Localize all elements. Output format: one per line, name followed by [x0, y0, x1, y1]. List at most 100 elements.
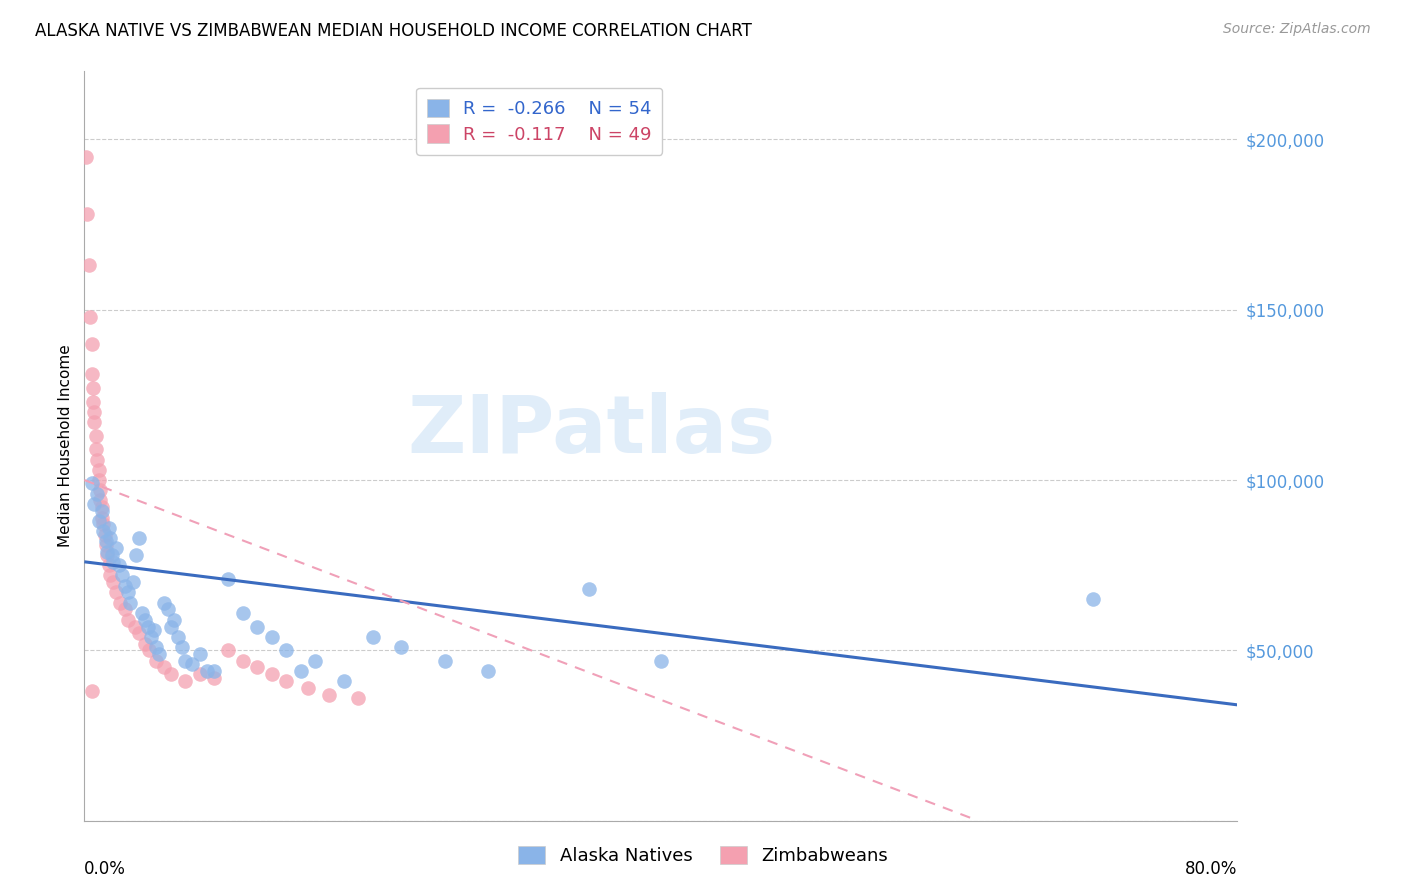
Point	[142, 623, 165, 637]
Point	[84, 442, 107, 457]
Point	[75, 149, 97, 163]
Point	[195, 664, 218, 678]
Point	[96, 544, 118, 558]
Point	[80, 684, 103, 698]
Point	[131, 606, 153, 620]
Text: ZIPatlas: ZIPatlas	[408, 392, 776, 470]
Point	[98, 568, 121, 582]
Point	[114, 602, 136, 616]
Point	[188, 647, 211, 661]
Point	[134, 636, 156, 650]
Point	[117, 585, 139, 599]
Point	[89, 493, 111, 508]
Point	[97, 521, 120, 535]
Point	[202, 664, 225, 678]
Point	[87, 514, 110, 528]
Point	[391, 640, 413, 654]
Point	[76, 207, 98, 221]
Text: 0.0%: 0.0%	[84, 860, 127, 878]
Point	[128, 531, 150, 545]
Point	[138, 643, 160, 657]
Point	[333, 673, 356, 688]
Point	[96, 548, 118, 562]
Point	[232, 606, 254, 620]
Point	[87, 463, 110, 477]
Point	[80, 336, 103, 351]
Legend: Alaska Natives, Zimbabweans: Alaska Natives, Zimbabweans	[509, 837, 897, 874]
Point	[163, 613, 186, 627]
Point	[91, 517, 114, 532]
Point	[1083, 592, 1105, 607]
Point	[347, 691, 370, 706]
Text: ALASKA NATIVE VS ZIMBABWEAN MEDIAN HOUSEHOLD INCOME CORRELATION CHART: ALASKA NATIVE VS ZIMBABWEAN MEDIAN HOUSE…	[35, 22, 752, 40]
Point	[117, 613, 139, 627]
Point	[167, 630, 190, 644]
Point	[218, 643, 240, 657]
Point	[145, 640, 167, 654]
Point	[90, 510, 112, 524]
Point	[80, 368, 103, 382]
Text: Source: ZipAtlas.com: Source: ZipAtlas.com	[1223, 22, 1371, 37]
Point	[83, 497, 105, 511]
Point	[87, 473, 110, 487]
Point	[111, 568, 134, 582]
Point	[105, 585, 128, 599]
Point	[290, 664, 312, 678]
Point	[160, 619, 183, 633]
Point	[124, 619, 146, 633]
Point	[318, 688, 340, 702]
Point	[100, 548, 122, 562]
Point	[160, 667, 183, 681]
Point	[260, 667, 283, 681]
Point	[276, 673, 298, 688]
Point	[98, 531, 121, 545]
Point	[477, 664, 499, 678]
Point	[91, 524, 114, 538]
Point	[122, 575, 145, 590]
Point	[82, 394, 104, 409]
Point	[172, 640, 194, 654]
Point	[188, 667, 211, 681]
Point	[114, 579, 136, 593]
Point	[84, 429, 107, 443]
Point	[97, 558, 120, 573]
Point	[202, 671, 225, 685]
Point	[125, 548, 148, 562]
Point	[94, 538, 117, 552]
Point	[232, 654, 254, 668]
Point	[83, 415, 105, 429]
Point	[90, 500, 112, 515]
Point	[103, 555, 124, 569]
Point	[139, 630, 162, 644]
Point	[86, 486, 108, 500]
Point	[650, 654, 672, 668]
Point	[136, 619, 159, 633]
Point	[108, 558, 131, 573]
Point	[152, 596, 174, 610]
Point	[174, 673, 197, 688]
Point	[246, 619, 269, 633]
Point	[103, 575, 124, 590]
Point	[82, 381, 104, 395]
Point	[86, 452, 108, 467]
Y-axis label: Median Household Income: Median Household Income	[58, 344, 73, 548]
Point	[134, 613, 156, 627]
Point	[433, 654, 456, 668]
Point	[246, 660, 269, 674]
Point	[174, 654, 197, 668]
Point	[80, 476, 103, 491]
Point	[304, 654, 326, 668]
Point	[297, 681, 319, 695]
Point	[145, 654, 167, 668]
Point	[90, 504, 112, 518]
Point	[93, 527, 115, 541]
Point	[77, 259, 100, 273]
Point	[105, 541, 128, 556]
Point	[260, 630, 283, 644]
Point	[148, 647, 170, 661]
Point	[94, 534, 117, 549]
Point	[578, 582, 600, 596]
Point	[276, 643, 298, 657]
Legend: R =  -0.266    N = 54, R =  -0.117    N = 49: R = -0.266 N = 54, R = -0.117 N = 49	[416, 88, 662, 154]
Point	[120, 596, 142, 610]
